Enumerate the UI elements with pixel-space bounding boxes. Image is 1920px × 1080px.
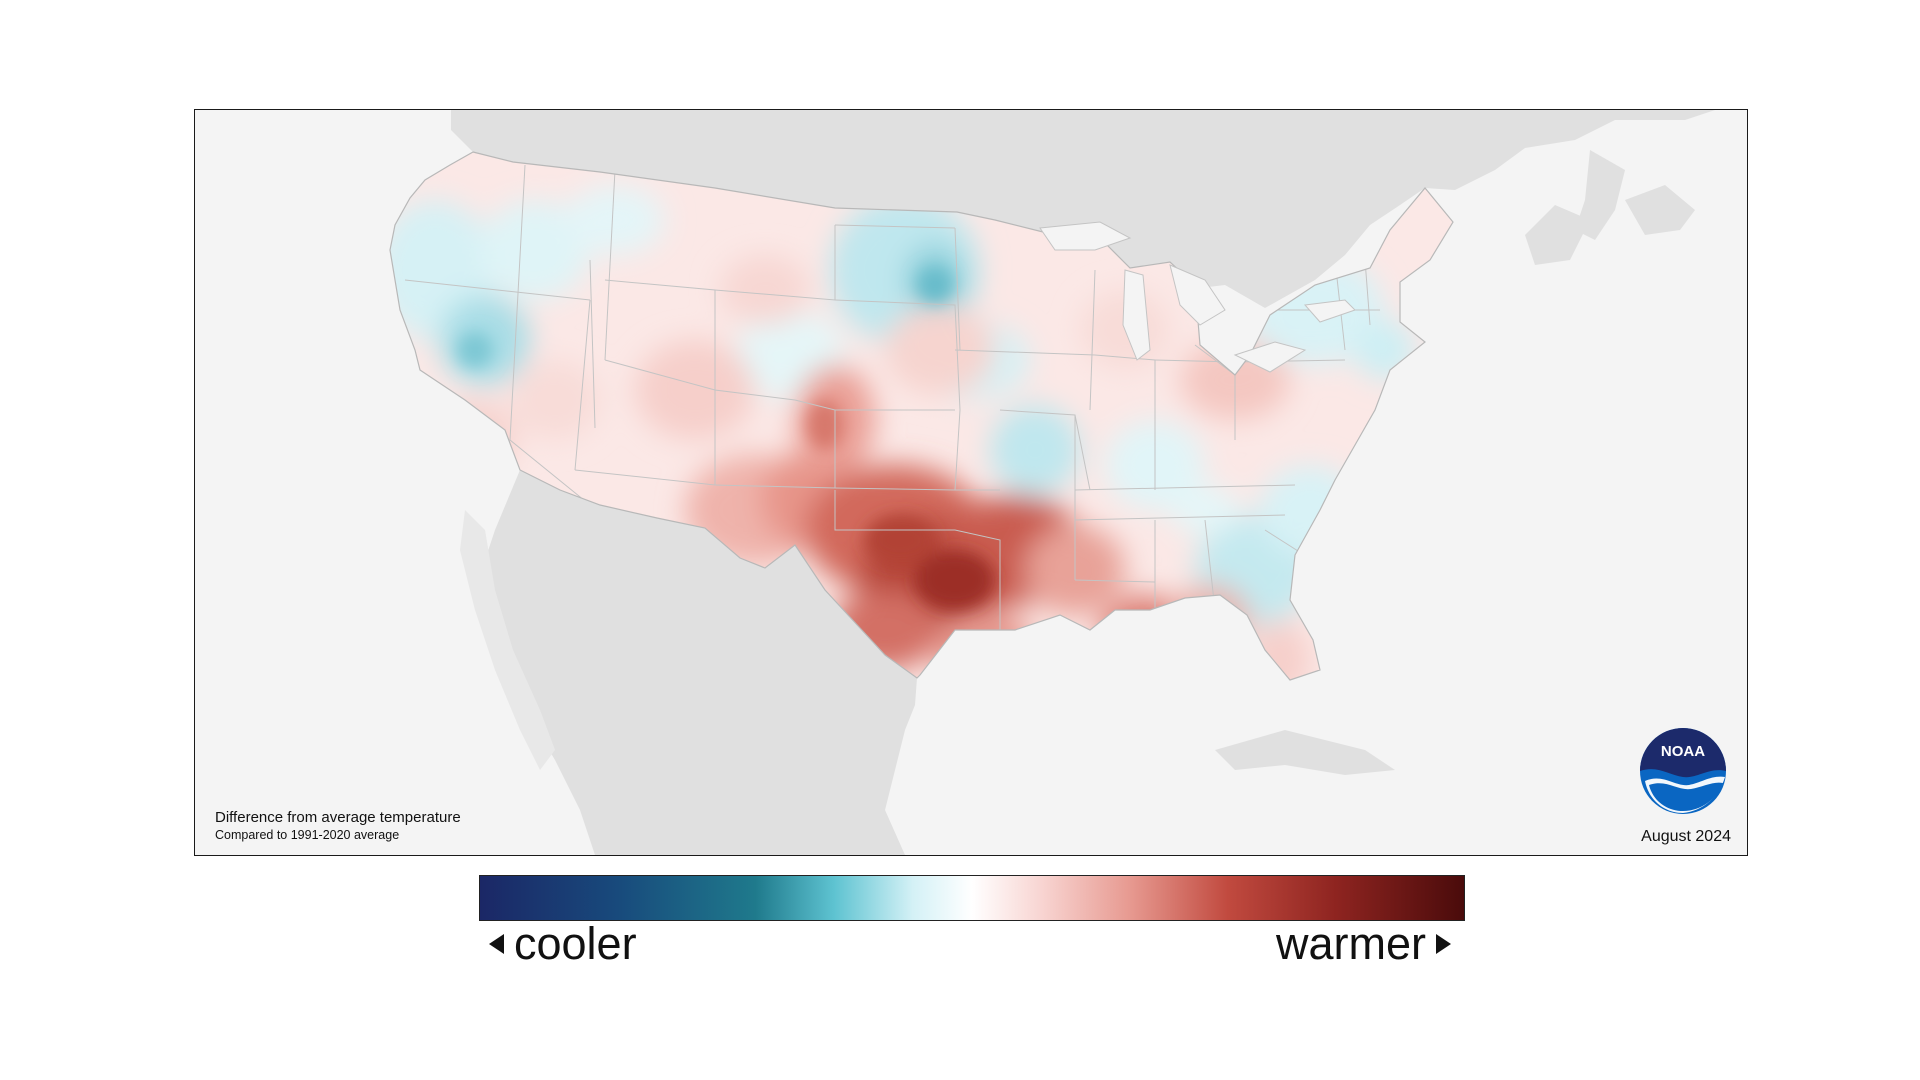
caption-subtitle: Compared to 1991-2020 average [215,828,400,842]
temperature-anomaly-map: NOAA Difference from average temperature… [194,109,1748,856]
map-caption: Difference from average temperature Comp… [215,809,461,843]
anomaly-field [390,185,1415,680]
surrounding-land [451,110,1715,855]
caption-title: Difference from average temperature [215,809,461,826]
legend-cooler-label: cooler [514,918,637,969]
noaa-logo-text: NOAA [1661,743,1705,760]
legend-cooler: cooler [489,918,637,970]
date-label: August 2024 [1641,828,1731,845]
arrow-left-icon [489,934,504,954]
state-borders [404,164,1380,630]
great-lakes [1039,221,1356,373]
map-canvas [389,110,1715,855]
arrow-right-icon [1436,934,1451,954]
legend-warmer: warmer [1276,918,1451,970]
color-legend-bar [479,875,1465,921]
noaa-logo: NOAA [1640,728,1726,814]
legend-warmer-label: warmer [1275,918,1426,969]
